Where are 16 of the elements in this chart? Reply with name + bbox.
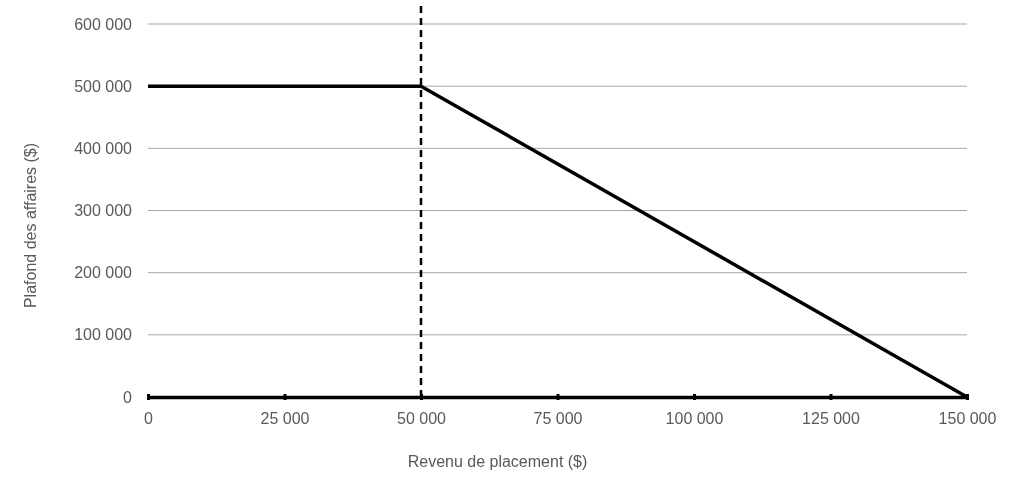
y-tick-label: 400 000 xyxy=(74,139,133,157)
x-tick-label: 75 000 xyxy=(533,410,583,428)
x-tick-label: 125 000 xyxy=(802,410,861,428)
x-axis-title: Revenu de placement ($) xyxy=(407,453,588,470)
y-tick-label: 600 000 xyxy=(74,15,133,33)
y-tick-label: 200 000 xyxy=(74,264,133,282)
x-tick-label: 150 000 xyxy=(938,410,997,428)
x-tick-label: 0 xyxy=(144,410,154,428)
x-tick-label: 25 000 xyxy=(260,410,310,428)
x-tick-label: 100 000 xyxy=(665,410,724,428)
x-tick-label: 50 000 xyxy=(397,410,447,428)
y-tick-label: 100 000 xyxy=(74,326,133,344)
y-axis-title: Plafond des affaires ($) xyxy=(22,142,39,309)
y-tick-label: 0 xyxy=(123,388,133,406)
y-tick-label: 500 000 xyxy=(74,77,133,95)
y-tick-label: 300 000 xyxy=(74,202,133,220)
